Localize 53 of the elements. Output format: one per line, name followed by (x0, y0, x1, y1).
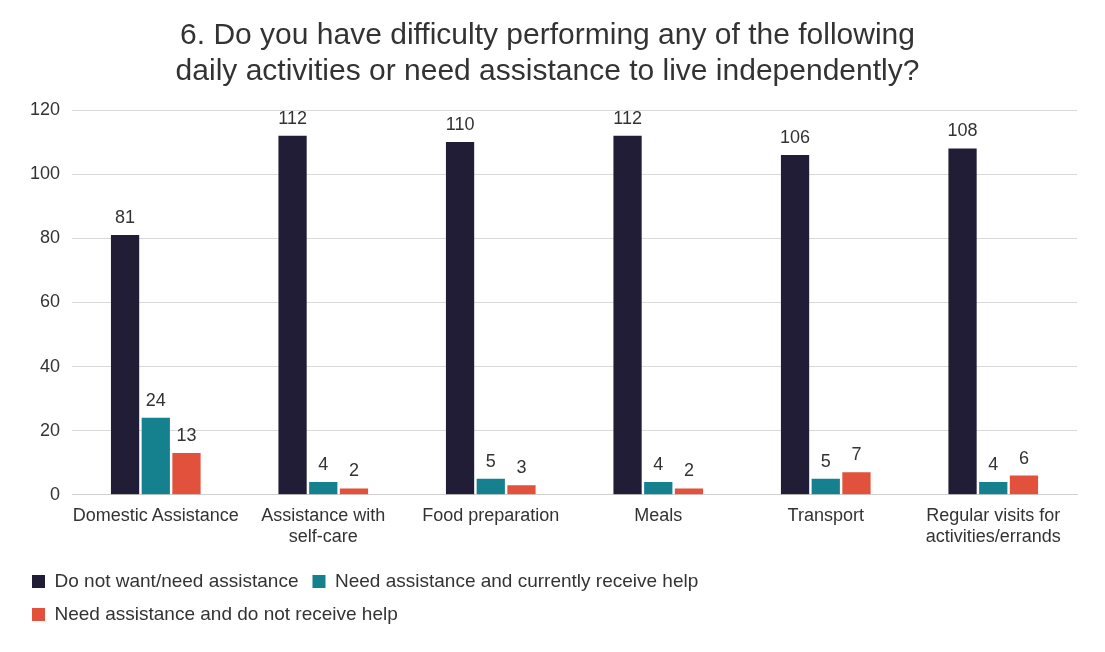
bar (780, 154, 810, 495)
data-label: 7 (851, 444, 862, 465)
data-label: 24 (145, 389, 166, 410)
data-label: 2 (683, 460, 694, 481)
data-label: 108 (947, 120, 978, 141)
bar (507, 485, 536, 495)
data-label: 6 (1018, 447, 1029, 468)
bar (674, 488, 704, 495)
bar (613, 135, 642, 495)
y-tick-label: 80 (40, 227, 61, 248)
data-label: 5 (820, 450, 831, 471)
data-label: 4 (988, 453, 999, 474)
data-label: 112 (613, 107, 642, 128)
data-label: 4 (318, 453, 329, 474)
x-tick-label: Transport (787, 504, 864, 525)
x-tick-label: Meals (634, 504, 683, 525)
chart-title: 6. Do you have difficulty performing any of the following daily activities or need assistance to live independently? (175, 17, 920, 87)
bar (339, 488, 369, 495)
data-label: 3 (516, 457, 527, 478)
legend-label: Need assistance and currently receive help (334, 569, 699, 591)
bar (309, 481, 338, 495)
bar (1009, 475, 1039, 495)
data-label: 81 (115, 207, 136, 228)
data-label: 2 (348, 460, 359, 481)
bar (644, 481, 673, 495)
y-tick-label: 100 (29, 163, 61, 184)
bar (979, 481, 1008, 495)
bar (476, 478, 505, 495)
y-tick-label: 40 (40, 355, 61, 376)
bar (278, 135, 307, 495)
x-tick-label: Food preparation (422, 504, 560, 525)
data-label: 106 (780, 126, 811, 147)
y-tick-label: 20 (40, 419, 61, 440)
bar (110, 235, 140, 495)
data-label: 110 (445, 114, 475, 135)
bar (172, 453, 201, 495)
legend-label: Do not want/need assistance (54, 569, 299, 591)
bar (141, 417, 170, 495)
bar (811, 478, 840, 495)
y-tick-label: 0 (50, 483, 61, 504)
data-label: 4 (653, 453, 664, 474)
x-tick-label: Regular visits for activities/errands (925, 504, 1061, 547)
x-tick-label: Domestic Assistance (72, 504, 239, 525)
y-tick-label: 120 (29, 98, 61, 119)
data-label: 13 (176, 425, 197, 446)
y-tick-label: 60 (40, 291, 61, 312)
bar (842, 472, 871, 495)
bar (948, 148, 977, 495)
legend-label: Need assistance and do not receive help (54, 602, 398, 624)
bar (445, 142, 475, 495)
data-label: 5 (485, 450, 496, 471)
x-tick-label: Assistance with self-care (261, 504, 386, 547)
data-label: 112 (278, 107, 307, 128)
